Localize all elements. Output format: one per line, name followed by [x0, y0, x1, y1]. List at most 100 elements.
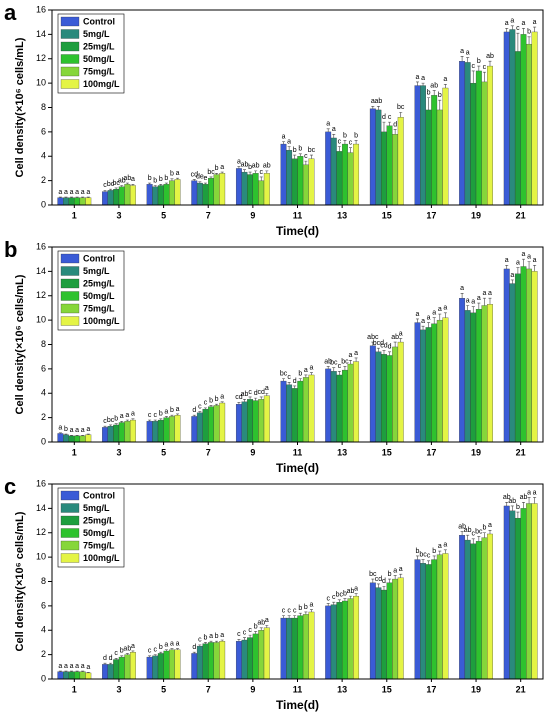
bar	[375, 109, 382, 206]
bar	[509, 29, 516, 206]
significance-letter: a	[220, 394, 224, 401]
error-bar	[259, 396, 263, 400]
significance-letter: b	[482, 525, 486, 532]
bar	[464, 539, 471, 680]
bar	[118, 656, 125, 680]
bar	[302, 377, 309, 443]
y-tick-label: 6	[41, 126, 46, 136]
error-bar	[477, 65, 481, 71]
significance-letter: a	[438, 306, 442, 313]
bar	[258, 630, 265, 680]
bar	[152, 655, 159, 680]
significance-letter: b	[516, 504, 520, 511]
bar	[107, 190, 114, 206]
error-bar	[393, 575, 397, 580]
significance-letter: ab	[241, 391, 249, 398]
significance-letter: b	[298, 370, 302, 377]
error-bar	[64, 196, 68, 198]
error-bar	[109, 662, 113, 665]
significance-letter: c	[248, 627, 252, 634]
significance-letter: b	[159, 644, 163, 651]
significance-letter: a	[416, 74, 420, 81]
legend-frame	[57, 487, 125, 568]
y-tick-label: 6	[41, 363, 46, 373]
error-bar	[332, 367, 336, 372]
significance-letter: a	[471, 299, 475, 306]
error-bar	[371, 341, 375, 346]
error-bar	[376, 583, 380, 588]
x-tick-label: 15	[382, 447, 392, 457]
error-bar	[466, 57, 470, 63]
bar	[308, 158, 315, 206]
error-bar	[248, 634, 252, 638]
bar	[520, 34, 527, 206]
x-tick-label: 9	[250, 447, 255, 457]
significance-letter: b	[354, 132, 358, 139]
significance-letter: c	[293, 607, 297, 614]
bar	[57, 197, 64, 206]
error-bar	[287, 615, 291, 619]
significance-letter: a	[164, 642, 168, 649]
x-tick-label: 17	[426, 684, 436, 694]
legend-swatch	[60, 66, 80, 77]
significance-letter: cd	[258, 389, 266, 396]
x-tick-label: 3	[116, 447, 121, 457]
legend-label: 25mg/L	[83, 278, 115, 288]
bar	[286, 384, 293, 443]
error-bar	[125, 653, 129, 655]
error-bar	[326, 366, 330, 369]
bar	[531, 503, 538, 680]
significance-letter: b	[159, 411, 163, 418]
bar	[57, 671, 64, 680]
legend-label: 50mg/L	[83, 528, 115, 538]
significance-letter: a	[131, 176, 135, 183]
bar	[330, 371, 337, 443]
error-bar	[287, 381, 291, 385]
y-tick-label: 10	[36, 315, 46, 325]
bar	[475, 309, 482, 443]
significance-letter: c	[148, 648, 152, 655]
error-bar	[176, 648, 180, 650]
significance-letter: a	[237, 158, 241, 165]
bar	[341, 143, 348, 206]
x-tick-label: 7	[206, 210, 211, 220]
significance-letter: ab	[375, 98, 383, 105]
bar	[386, 582, 393, 680]
legend-swatch	[60, 79, 80, 89]
bar	[353, 595, 360, 680]
significance-letter: b	[170, 171, 174, 178]
significance-letter: c	[198, 637, 202, 644]
y-tick-label: 16	[36, 4, 46, 14]
bar	[263, 395, 270, 443]
significance-letter: a	[220, 164, 224, 171]
bar	[487, 304, 493, 443]
significance-letter: a	[477, 295, 481, 302]
significance-letter: a	[399, 330, 403, 337]
significance-letter: c	[103, 182, 107, 189]
significance-letter: b	[64, 426, 68, 433]
error-bar	[533, 26, 537, 32]
bar	[107, 664, 114, 680]
significance-letter: b	[159, 176, 163, 183]
error-bar	[75, 670, 79, 672]
bar	[157, 185, 164, 206]
y-tick-label: 2	[41, 412, 46, 422]
bar	[442, 553, 449, 680]
significance-letter: cd	[191, 171, 199, 178]
bar	[252, 633, 259, 680]
error-bar	[153, 419, 157, 422]
error-bar	[399, 112, 403, 118]
x-tick-label: 3	[116, 684, 121, 694]
significance-letter: a	[309, 364, 313, 371]
significance-letter: a	[125, 412, 129, 419]
bar	[509, 510, 516, 680]
error-bar	[304, 160, 308, 165]
significance-letter: a	[482, 290, 486, 297]
error-bar	[125, 419, 129, 422]
significance-letter: d	[192, 407, 196, 414]
error-bar	[176, 177, 180, 180]
error-bar	[510, 25, 514, 30]
significance-letter: ab	[347, 588, 355, 595]
error-bar	[432, 317, 436, 324]
bar	[129, 419, 136, 443]
